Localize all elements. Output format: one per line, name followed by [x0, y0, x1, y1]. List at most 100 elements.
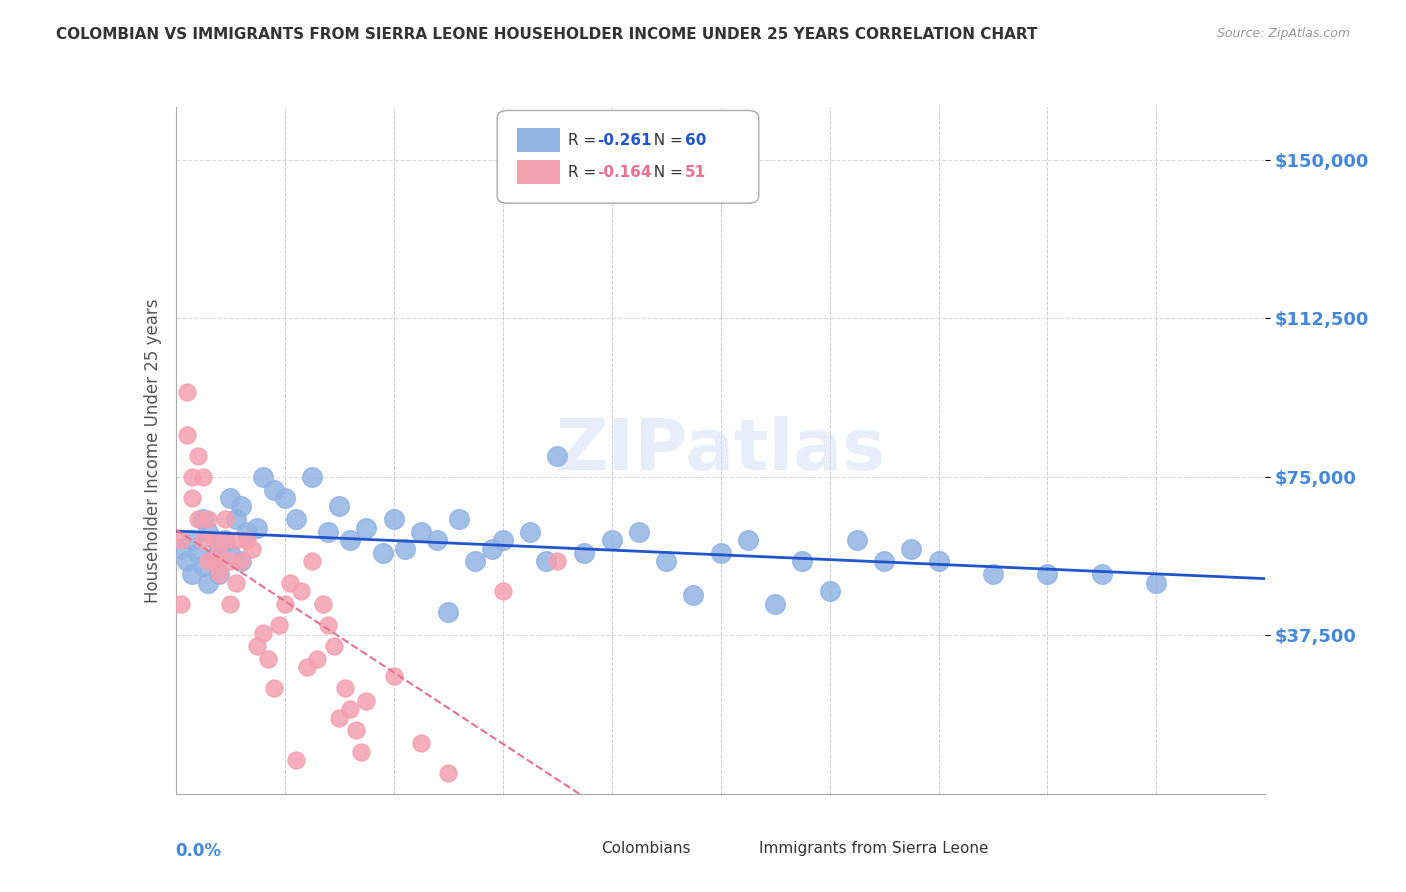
Text: 51: 51 [685, 165, 706, 180]
Point [231, 500, 253, 514]
Point [231, 554, 253, 568]
Point [170, 533, 193, 548]
Point [546, 554, 568, 568]
Point [339, 533, 361, 548]
Point [191, 512, 214, 526]
Y-axis label: Householder Income Under 25 years: Householder Income Under 25 years [143, 298, 162, 603]
Point [737, 533, 759, 548]
Point [1036, 567, 1059, 582]
Point [382, 512, 405, 526]
Point [519, 524, 541, 539]
Point [464, 554, 486, 568]
Text: ZIPatlas: ZIPatlas [555, 416, 886, 485]
Point [274, 597, 297, 611]
Point [710, 546, 733, 560]
Point [409, 736, 432, 750]
Point [274, 491, 297, 505]
Point [176, 427, 198, 442]
Text: N =: N = [644, 165, 688, 180]
Point [219, 554, 242, 568]
Point [763, 597, 786, 611]
Point [214, 533, 236, 548]
Point [235, 533, 257, 548]
Point [246, 639, 269, 653]
Point [202, 554, 225, 568]
Point [382, 668, 405, 682]
Point [284, 753, 307, 767]
Point [409, 524, 432, 539]
Point [219, 491, 242, 505]
Point [873, 554, 896, 568]
Text: -0.164: -0.164 [598, 165, 652, 180]
Point [492, 584, 515, 599]
Point [170, 541, 193, 556]
Point [318, 617, 340, 632]
Point [214, 512, 236, 526]
Point [307, 651, 329, 665]
Point [214, 533, 236, 548]
Point [339, 702, 361, 716]
Text: Source: ZipAtlas.com: Source: ZipAtlas.com [1216, 27, 1350, 40]
Point [208, 567, 231, 582]
Point [278, 575, 301, 590]
Point [191, 533, 214, 548]
Point [284, 512, 307, 526]
Point [350, 745, 373, 759]
Point [176, 385, 198, 400]
Text: N =: N = [644, 133, 688, 147]
Point [301, 554, 323, 568]
Point [170, 597, 193, 611]
Point [269, 617, 291, 632]
FancyBboxPatch shape [568, 840, 595, 855]
Point [191, 558, 214, 573]
Point [492, 533, 515, 548]
Point [263, 681, 285, 696]
Point [394, 541, 416, 556]
Point [257, 651, 280, 665]
Point [295, 660, 318, 674]
Point [225, 512, 247, 526]
Point [197, 554, 219, 568]
Point [208, 567, 231, 582]
Point [202, 533, 225, 548]
Text: R =: R = [568, 133, 602, 147]
Point [186, 546, 209, 560]
FancyBboxPatch shape [517, 160, 561, 184]
Text: -0.261: -0.261 [598, 133, 652, 147]
Point [301, 470, 323, 484]
Point [208, 546, 231, 560]
Text: 60: 60 [685, 133, 706, 147]
Text: Immigrants from Sierra Leone: Immigrants from Sierra Leone [759, 840, 988, 855]
Point [328, 711, 350, 725]
Point [546, 449, 568, 463]
Point [219, 597, 242, 611]
Point [682, 588, 704, 602]
Point [818, 584, 841, 599]
Point [208, 541, 231, 556]
Text: 0.0%: 0.0% [176, 842, 222, 860]
Point [574, 546, 596, 560]
Point [627, 524, 650, 539]
Point [426, 533, 449, 548]
Point [176, 554, 198, 568]
Point [333, 681, 356, 696]
Point [225, 575, 247, 590]
Point [181, 470, 204, 484]
Point [845, 533, 868, 548]
Point [437, 765, 460, 780]
Point [197, 524, 219, 539]
Point [1091, 567, 1114, 582]
Point [322, 639, 344, 653]
Point [202, 550, 225, 565]
Point [231, 554, 253, 568]
Point [600, 533, 623, 548]
Text: COLOMBIAN VS IMMIGRANTS FROM SIERRA LEONE HOUSEHOLDER INCOME UNDER 25 YEARS CORR: COLOMBIAN VS IMMIGRANTS FROM SIERRA LEON… [56, 27, 1038, 42]
FancyBboxPatch shape [498, 111, 759, 203]
Point [252, 626, 274, 640]
Text: R =: R = [568, 165, 602, 180]
Point [197, 512, 219, 526]
Point [219, 546, 242, 560]
Point [1144, 575, 1167, 590]
Point [447, 512, 470, 526]
Point [186, 449, 209, 463]
